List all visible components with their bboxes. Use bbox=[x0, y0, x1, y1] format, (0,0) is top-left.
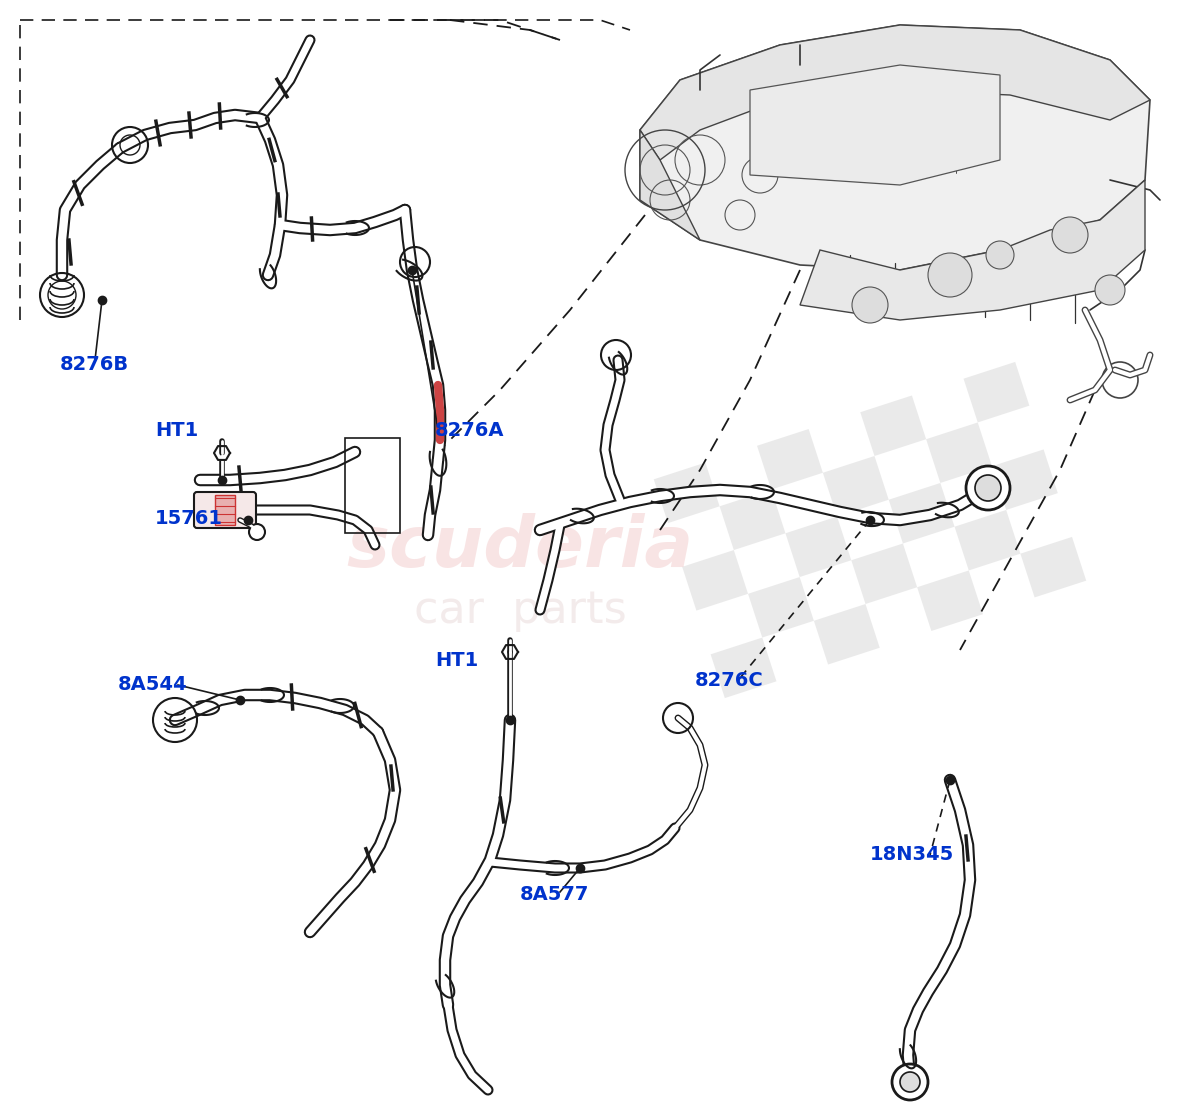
Polygon shape bbox=[800, 180, 1145, 321]
Bar bbox=[748, 577, 814, 638]
Bar bbox=[860, 396, 926, 456]
Circle shape bbox=[974, 475, 1001, 501]
Circle shape bbox=[900, 1072, 920, 1092]
Circle shape bbox=[1096, 275, 1126, 305]
Bar bbox=[917, 570, 983, 631]
Bar bbox=[992, 449, 1058, 510]
Polygon shape bbox=[502, 645, 518, 659]
Text: 8276A: 8276A bbox=[436, 420, 504, 439]
Circle shape bbox=[986, 241, 1014, 269]
Polygon shape bbox=[640, 26, 1150, 269]
Text: car  parts: car parts bbox=[414, 589, 626, 631]
Bar bbox=[757, 429, 823, 489]
Bar bbox=[710, 638, 776, 698]
Bar bbox=[346, 438, 400, 533]
Bar bbox=[1020, 537, 1086, 598]
Circle shape bbox=[852, 287, 888, 323]
Text: scuderia: scuderia bbox=[347, 513, 694, 582]
Bar bbox=[889, 482, 954, 543]
Text: 8276B: 8276B bbox=[60, 356, 130, 375]
Circle shape bbox=[928, 253, 972, 297]
Polygon shape bbox=[214, 446, 230, 460]
Polygon shape bbox=[750, 65, 1000, 185]
Bar bbox=[786, 517, 851, 577]
Text: 15761: 15761 bbox=[155, 509, 223, 528]
FancyBboxPatch shape bbox=[194, 492, 256, 528]
Bar bbox=[720, 489, 786, 550]
Circle shape bbox=[250, 523, 265, 540]
Text: 8A544: 8A544 bbox=[118, 675, 187, 694]
Circle shape bbox=[892, 1064, 928, 1100]
Polygon shape bbox=[640, 26, 1150, 160]
Bar bbox=[215, 495, 235, 525]
Bar bbox=[682, 550, 748, 611]
Bar bbox=[926, 423, 992, 482]
Text: 8A577: 8A577 bbox=[520, 885, 589, 905]
Text: 8276C: 8276C bbox=[695, 671, 763, 690]
Bar bbox=[964, 362, 1030, 423]
Text: HT1: HT1 bbox=[436, 651, 479, 670]
Circle shape bbox=[1052, 217, 1088, 253]
Bar bbox=[823, 456, 889, 517]
Circle shape bbox=[966, 466, 1010, 510]
Bar bbox=[954, 510, 1020, 570]
Bar bbox=[851, 543, 917, 604]
Bar bbox=[654, 462, 720, 523]
Bar bbox=[814, 604, 880, 664]
Text: 18N345: 18N345 bbox=[870, 845, 954, 865]
Text: HT1: HT1 bbox=[155, 420, 198, 439]
Polygon shape bbox=[640, 130, 700, 240]
